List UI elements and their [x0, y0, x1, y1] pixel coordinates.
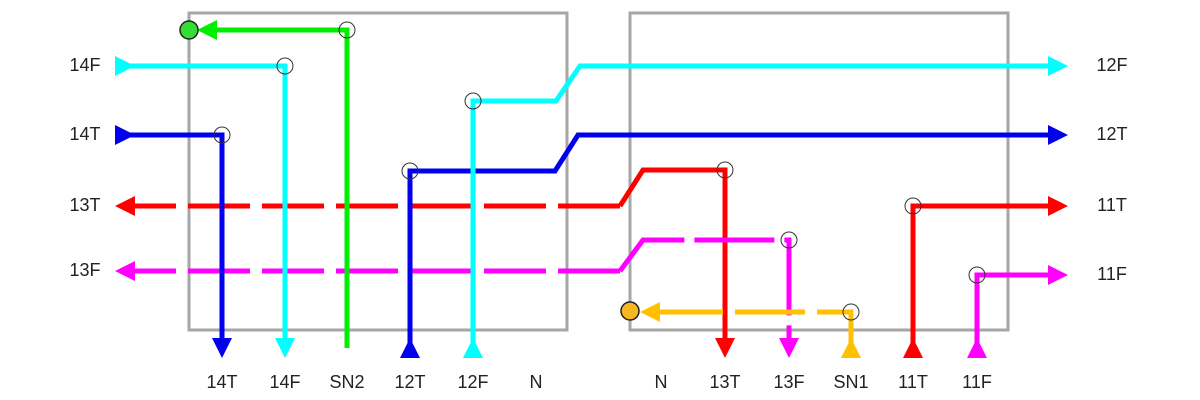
left-label: 13F [69, 260, 100, 280]
wire-13f [617, 237, 799, 358]
junction [213, 126, 231, 144]
bottom-label: N [530, 372, 543, 392]
wire-12f [463, 56, 1068, 358]
junction [968, 266, 986, 284]
junction [338, 21, 356, 39]
wire-13t [617, 167, 735, 358]
bottom-label: SN2 [329, 372, 364, 392]
junctions [179, 20, 986, 321]
bottom-label: SN1 [833, 372, 868, 392]
bottom-label: 12F [457, 372, 488, 392]
junction [464, 92, 482, 110]
right-label: 12T [1096, 124, 1127, 144]
junction [276, 57, 294, 75]
bottom-label: 13T [709, 372, 740, 392]
wire-11t [903, 196, 1068, 358]
right-label: 11F [1097, 264, 1127, 284]
bottom-label: 11F [962, 372, 992, 392]
junction [842, 303, 860, 321]
bottom-label: 12T [394, 372, 425, 392]
bottom-label: N [655, 372, 668, 392]
wire-sn2 [197, 20, 350, 348]
right-label: 11T [1097, 195, 1127, 215]
terminal-orange [620, 301, 640, 321]
bottom-label: 14T [206, 372, 237, 392]
right-label: 12F [1096, 55, 1127, 75]
wire-14t [115, 125, 232, 358]
wires [115, 20, 1068, 358]
junction [904, 197, 922, 215]
bottom-label: 14F [269, 372, 300, 392]
boxes [187, 11, 1010, 332]
left-label: 14F [69, 55, 100, 75]
labels: 14F 14T 13T 13F 12F 12T 11T 11F 14T 14F SN2 12T 12F N… [69, 55, 1127, 392]
junction [401, 162, 419, 180]
left-label: 13T [69, 195, 100, 215]
wire-sn1 [640, 302, 861, 358]
left-label: 14T [69, 124, 100, 144]
wire-11f [967, 265, 1068, 358]
junction [780, 231, 798, 249]
bottom-label: 11T [898, 372, 928, 392]
wire-14f [115, 56, 295, 358]
terminal-green [179, 20, 199, 40]
bottom-label: 13F [773, 372, 804, 392]
junction [716, 161, 734, 179]
